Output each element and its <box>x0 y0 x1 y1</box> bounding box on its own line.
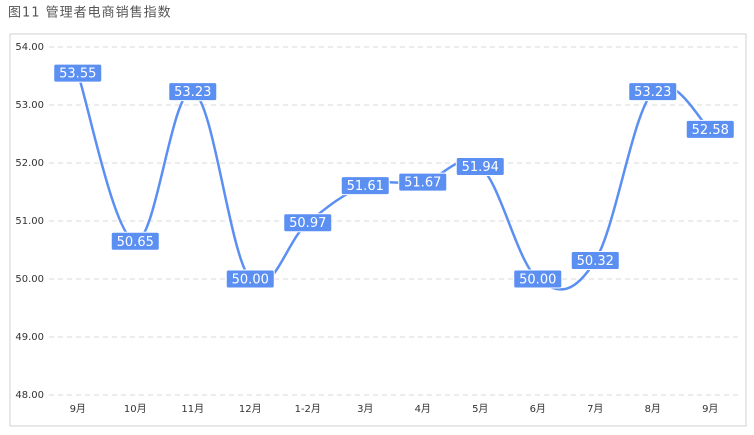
y-tick-label: 50.00 <box>15 274 44 285</box>
y-tick-label: 53.00 <box>15 100 44 111</box>
value-label-box <box>225 269 275 289</box>
value-label: 51.67 <box>404 176 441 191</box>
value-label-box <box>628 82 678 102</box>
value-label: 50.97 <box>289 216 326 231</box>
x-tick-label: 8月 <box>645 403 661 415</box>
x-tick-label: 9月 <box>70 403 86 415</box>
value-label-box <box>53 63 103 83</box>
y-tick-label: 54.00 <box>15 42 44 53</box>
value-label-box <box>455 156 505 176</box>
value-label: 50.32 <box>577 254 614 269</box>
value-label: 53.55 <box>59 67 96 82</box>
value-label: 50.00 <box>232 273 269 288</box>
x-tick-label: 5月 <box>472 403 488 415</box>
x-tick-label: 10月 <box>124 403 147 415</box>
value-label: 53.23 <box>174 85 211 100</box>
value-label: 53.23 <box>634 85 671 100</box>
y-tick-label: 49.00 <box>15 332 44 343</box>
value-label-box <box>685 119 735 139</box>
y-tick-label: 52.00 <box>15 158 44 169</box>
x-tick-label: 1-2月 <box>295 403 321 415</box>
value-label-box <box>168 82 218 102</box>
value-label-box <box>110 231 160 251</box>
value-label-box <box>340 176 390 196</box>
value-label: 50.65 <box>117 235 154 250</box>
x-tick-label: 12月 <box>239 403 262 415</box>
value-label: 50.00 <box>519 273 556 288</box>
x-tick-label: 3月 <box>357 403 373 415</box>
value-label-box <box>570 250 620 270</box>
x-tick-label: 11月 <box>181 403 204 415</box>
x-tick-label: 9月 <box>702 403 718 415</box>
y-tick-label: 51.00 <box>15 216 44 227</box>
x-tick-label: 4月 <box>415 403 431 415</box>
value-label: 52.58 <box>692 123 729 138</box>
value-label: 51.94 <box>462 160 499 175</box>
y-tick-label: 48.00 <box>15 390 44 401</box>
value-label-box <box>398 172 448 192</box>
x-tick-label: 7月 <box>587 403 603 415</box>
x-tick-label: 6月 <box>530 403 546 415</box>
chart-frame <box>9 33 747 427</box>
value-label-box <box>513 269 563 289</box>
chart-title: 图11 管理者电商销售指数 <box>8 5 172 21</box>
value-label-box <box>283 213 333 233</box>
value-label: 51.61 <box>347 179 384 194</box>
